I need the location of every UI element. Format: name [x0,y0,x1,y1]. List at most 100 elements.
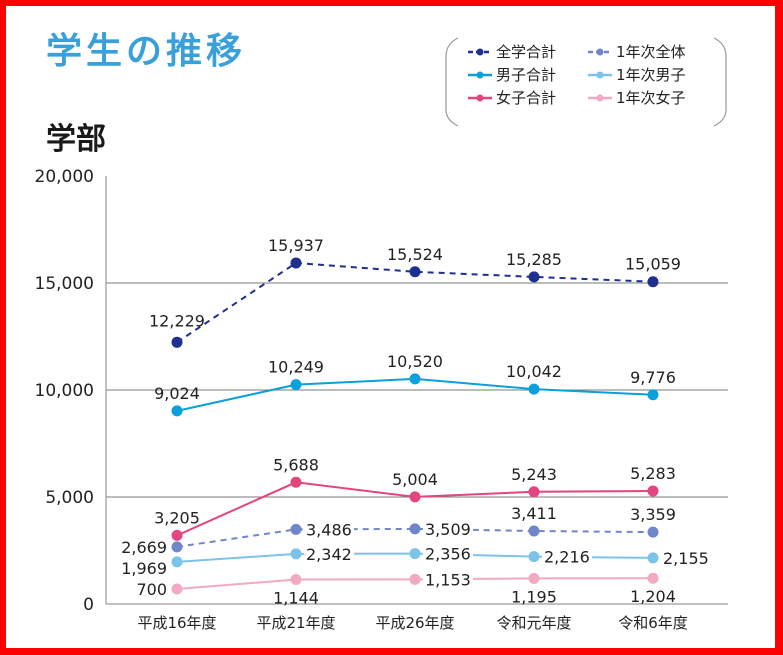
data-label-bg [137,581,169,600]
data-label: 3,486 [306,520,352,539]
data-label-bg [423,520,473,539]
data-point [171,541,183,553]
data-point [171,583,183,595]
data-label: 9,024 [154,384,200,403]
data-label: 1,153 [425,570,471,589]
data-point [528,271,540,283]
data-label-bg [542,548,592,567]
data-label: 1,144 [273,589,319,608]
series-line-0 [176,261,654,344]
data-point [528,572,540,584]
data-point [647,389,659,401]
data-label: 10,249 [268,358,324,377]
data-label: 5,004 [392,470,438,489]
data-label: 5,243 [511,465,557,484]
data-point [409,491,421,503]
legend-bracket-left [445,37,459,127]
data-label: 1,204 [630,587,676,606]
legend-label: 1年次女子 [616,89,686,107]
data-label: 3,411 [511,504,557,523]
data-label-bg [119,538,169,557]
data-point [409,548,421,560]
data-point [528,525,540,537]
data-label-bg [661,549,711,568]
data-label: 2,155 [663,549,709,568]
data-point [647,572,659,584]
data-point [171,556,183,568]
data-point [290,548,302,560]
data-point [409,373,421,385]
data-label-bg [304,545,354,564]
data-label-bg [119,559,169,578]
data-point [290,257,302,269]
data-point [528,383,540,395]
legend-swatch-marker [476,94,484,102]
data-point [290,523,302,535]
data-point [171,336,183,348]
data-point [647,276,659,288]
data-label: 2,342 [306,545,352,564]
legend-label: 1年次男子 [616,66,686,84]
y-tick-label: 10,000 [35,381,94,401]
legend-label: 全学合計 [496,43,556,61]
data-label: 15,937 [268,236,324,255]
y-tick-label: 15,000 [35,274,94,294]
data-label: 2,669 [121,538,167,557]
legend-label: 1年次全体 [616,43,686,61]
x-tick-label: 令和元年度 [496,614,571,632]
data-label: 3,509 [425,520,471,539]
data-label-bg [304,521,354,540]
data-label-bg [423,545,473,564]
data-label: 10,042 [506,362,562,381]
data-point [528,551,540,563]
data-label: 2,356 [425,545,471,564]
data-point [409,573,421,585]
data-label: 5,688 [273,455,319,474]
legend-swatch-marker [596,71,604,79]
data-label: 15,285 [506,250,562,269]
data-label: 700 [136,580,167,599]
data-label: 15,524 [387,245,443,264]
data-label: 9,776 [630,368,676,387]
series-line-3 [176,527,654,548]
data-point [171,405,183,417]
data-label-bg [423,571,473,590]
data-label: 1,969 [121,559,167,578]
data-point [647,526,659,538]
legend-swatch-marker [596,48,604,56]
legend-swatch-marker [596,94,604,102]
data-point [528,486,540,498]
legend-label: 男子合計 [496,66,556,84]
data-label: 5,283 [630,464,676,483]
legend-bracket-right [713,37,727,127]
legend-label: 女子合計 [496,89,556,107]
data-label: 15,059 [625,255,681,274]
chart-subtitle: 学部 [46,122,106,157]
data-point [171,529,183,541]
data-point [647,552,659,564]
x-tick-label: 平成21年度 [256,614,335,632]
x-tick-label: 平成26年度 [375,614,454,632]
data-point [409,523,421,535]
data-label: 10,520 [387,352,443,371]
data-point [290,379,302,391]
y-tick-label: 20,000 [35,167,94,187]
legend-swatch-marker [476,48,484,56]
page-title: 学生の推移 [46,31,247,72]
y-tick-label: 5,000 [45,488,94,508]
data-label: 3,359 [630,505,676,524]
x-tick-label: 平成16年度 [137,614,216,632]
data-point [290,476,302,488]
data-label: 1,195 [511,587,557,606]
data-point [409,266,421,278]
data-point [290,574,302,586]
legend-swatch-marker [476,71,484,79]
data-label: 2,216 [544,548,590,567]
data-point [647,485,659,497]
y-tick-label: 0 [83,595,94,615]
x-tick-label: 令和6年度 [618,614,688,632]
data-label: 12,229 [149,311,205,330]
data-label: 3,205 [154,508,200,527]
